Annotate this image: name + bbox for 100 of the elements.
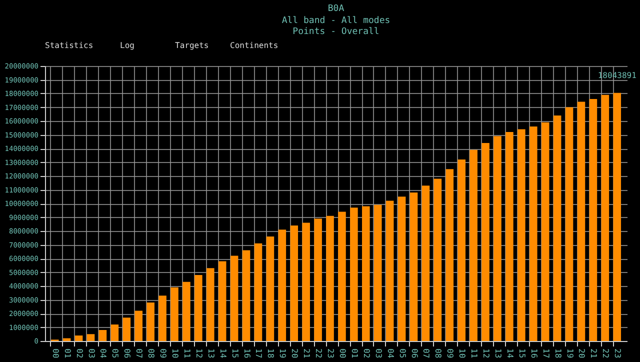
x-tick-label: 14 [218, 348, 228, 358]
bar [541, 122, 550, 341]
x-tick-label: 11 [470, 348, 479, 358]
text: Log [120, 41, 135, 50]
bar [577, 102, 586, 341]
x-tick-label: 02 [362, 348, 371, 358]
x-tick-label: 06 [122, 348, 132, 358]
bar [565, 107, 574, 341]
x-tick-label: 05 [110, 348, 120, 358]
x-tick-label: 00 [50, 348, 60, 358]
bar [290, 226, 298, 341]
bar [86, 334, 95, 341]
bar [422, 186, 430, 341]
bar [110, 324, 119, 341]
bar [470, 150, 478, 341]
x-tick-label: 07 [422, 348, 431, 358]
bar [386, 200, 394, 341]
x-tick-label: 05 [398, 348, 407, 358]
text: All band - All modes [282, 16, 390, 26]
x-tick-label: 12 [194, 348, 204, 358]
text: Targets [175, 41, 209, 50]
x-tick-label: 15 [230, 348, 240, 358]
bar [494, 136, 502, 341]
x-tick-label: 08 [434, 348, 443, 358]
text: Continents [230, 41, 278, 50]
bar [218, 261, 226, 341]
x-tick-label: 17 [254, 348, 264, 358]
bar [206, 268, 214, 341]
bar [446, 169, 454, 341]
x-tick-label: 10 [170, 348, 180, 358]
x-tick-label: 17 [541, 348, 550, 358]
bar [530, 126, 538, 341]
bar [506, 132, 514, 341]
bar [374, 204, 382, 341]
bar [98, 330, 107, 341]
bar [338, 212, 346, 341]
x-tick-label: 19 [278, 348, 288, 358]
x-tick-label: 11 [182, 348, 192, 358]
x-tick-label: 00 [338, 348, 347, 358]
bar [182, 282, 190, 341]
bar [398, 196, 406, 341]
x-tick-label: 23 [326, 348, 336, 358]
x-tick-label: 13 [494, 348, 502, 358]
x-tick-label: 20 [577, 348, 586, 358]
bar [482, 143, 490, 341]
bar [230, 256, 238, 341]
x-tick-label: 18 [553, 348, 562, 358]
x-tick-label: 06 [410, 348, 419, 358]
text: Points - Overall [292, 27, 380, 37]
bar [170, 287, 178, 341]
bar [266, 236, 274, 341]
bar [518, 129, 526, 341]
x-tick-label: 09 [446, 348, 455, 358]
bar [302, 222, 310, 341]
bar [278, 230, 286, 341]
bar [613, 92, 622, 341]
x-tick-label: 03 [86, 348, 96, 358]
x-tick-label: 19 [565, 348, 574, 358]
bar [410, 192, 418, 341]
bar [146, 302, 154, 341]
x-tick-label: 02 [74, 348, 84, 358]
bar [242, 250, 250, 341]
bar [326, 216, 334, 341]
bar [350, 208, 358, 341]
bar [314, 218, 322, 341]
x-tick-label: 10 [458, 348, 467, 358]
x-tick-label: 01 [350, 348, 359, 358]
bar [434, 178, 442, 341]
x-tick-label: 13 [206, 348, 216, 358]
x-tick-label: 09 [158, 348, 168, 358]
bar [134, 310, 142, 341]
x-tick-label: 03 [374, 348, 383, 358]
bar [601, 94, 610, 341]
x-tick-label: 04 [98, 348, 108, 358]
chart-title: B0A [328, 4, 345, 14]
bar [74, 336, 83, 341]
x-tick-label: 16 [529, 348, 538, 358]
bar [553, 116, 562, 341]
bar [194, 275, 202, 341]
x-tick-label: 07 [134, 348, 144, 358]
x-tick-label: 22 [314, 348, 324, 358]
bar [122, 318, 131, 341]
x-tick-label: 21 [589, 348, 598, 358]
bar [589, 99, 598, 341]
x-tick-label: 04 [386, 348, 395, 358]
bar [158, 296, 166, 341]
bar [254, 243, 262, 341]
x-tick-label: 01 [62, 348, 72, 358]
x-tick-label: 22 [601, 348, 610, 358]
x-tick-label: 15 [517, 348, 526, 358]
x-tick-label: 20 [290, 348, 300, 358]
bar [362, 206, 370, 341]
x-tick-label: 12 [482, 348, 491, 358]
x-tick-label: 23 [613, 348, 622, 358]
x-tick-label: 14 [505, 348, 514, 358]
x-tick-label: 18 [266, 348, 276, 358]
text: Statistics [45, 41, 94, 50]
x-tick-label: 21 [302, 348, 312, 358]
x-tick-label: 08 [146, 348, 156, 358]
x-tick-label: 16 [242, 348, 252, 358]
